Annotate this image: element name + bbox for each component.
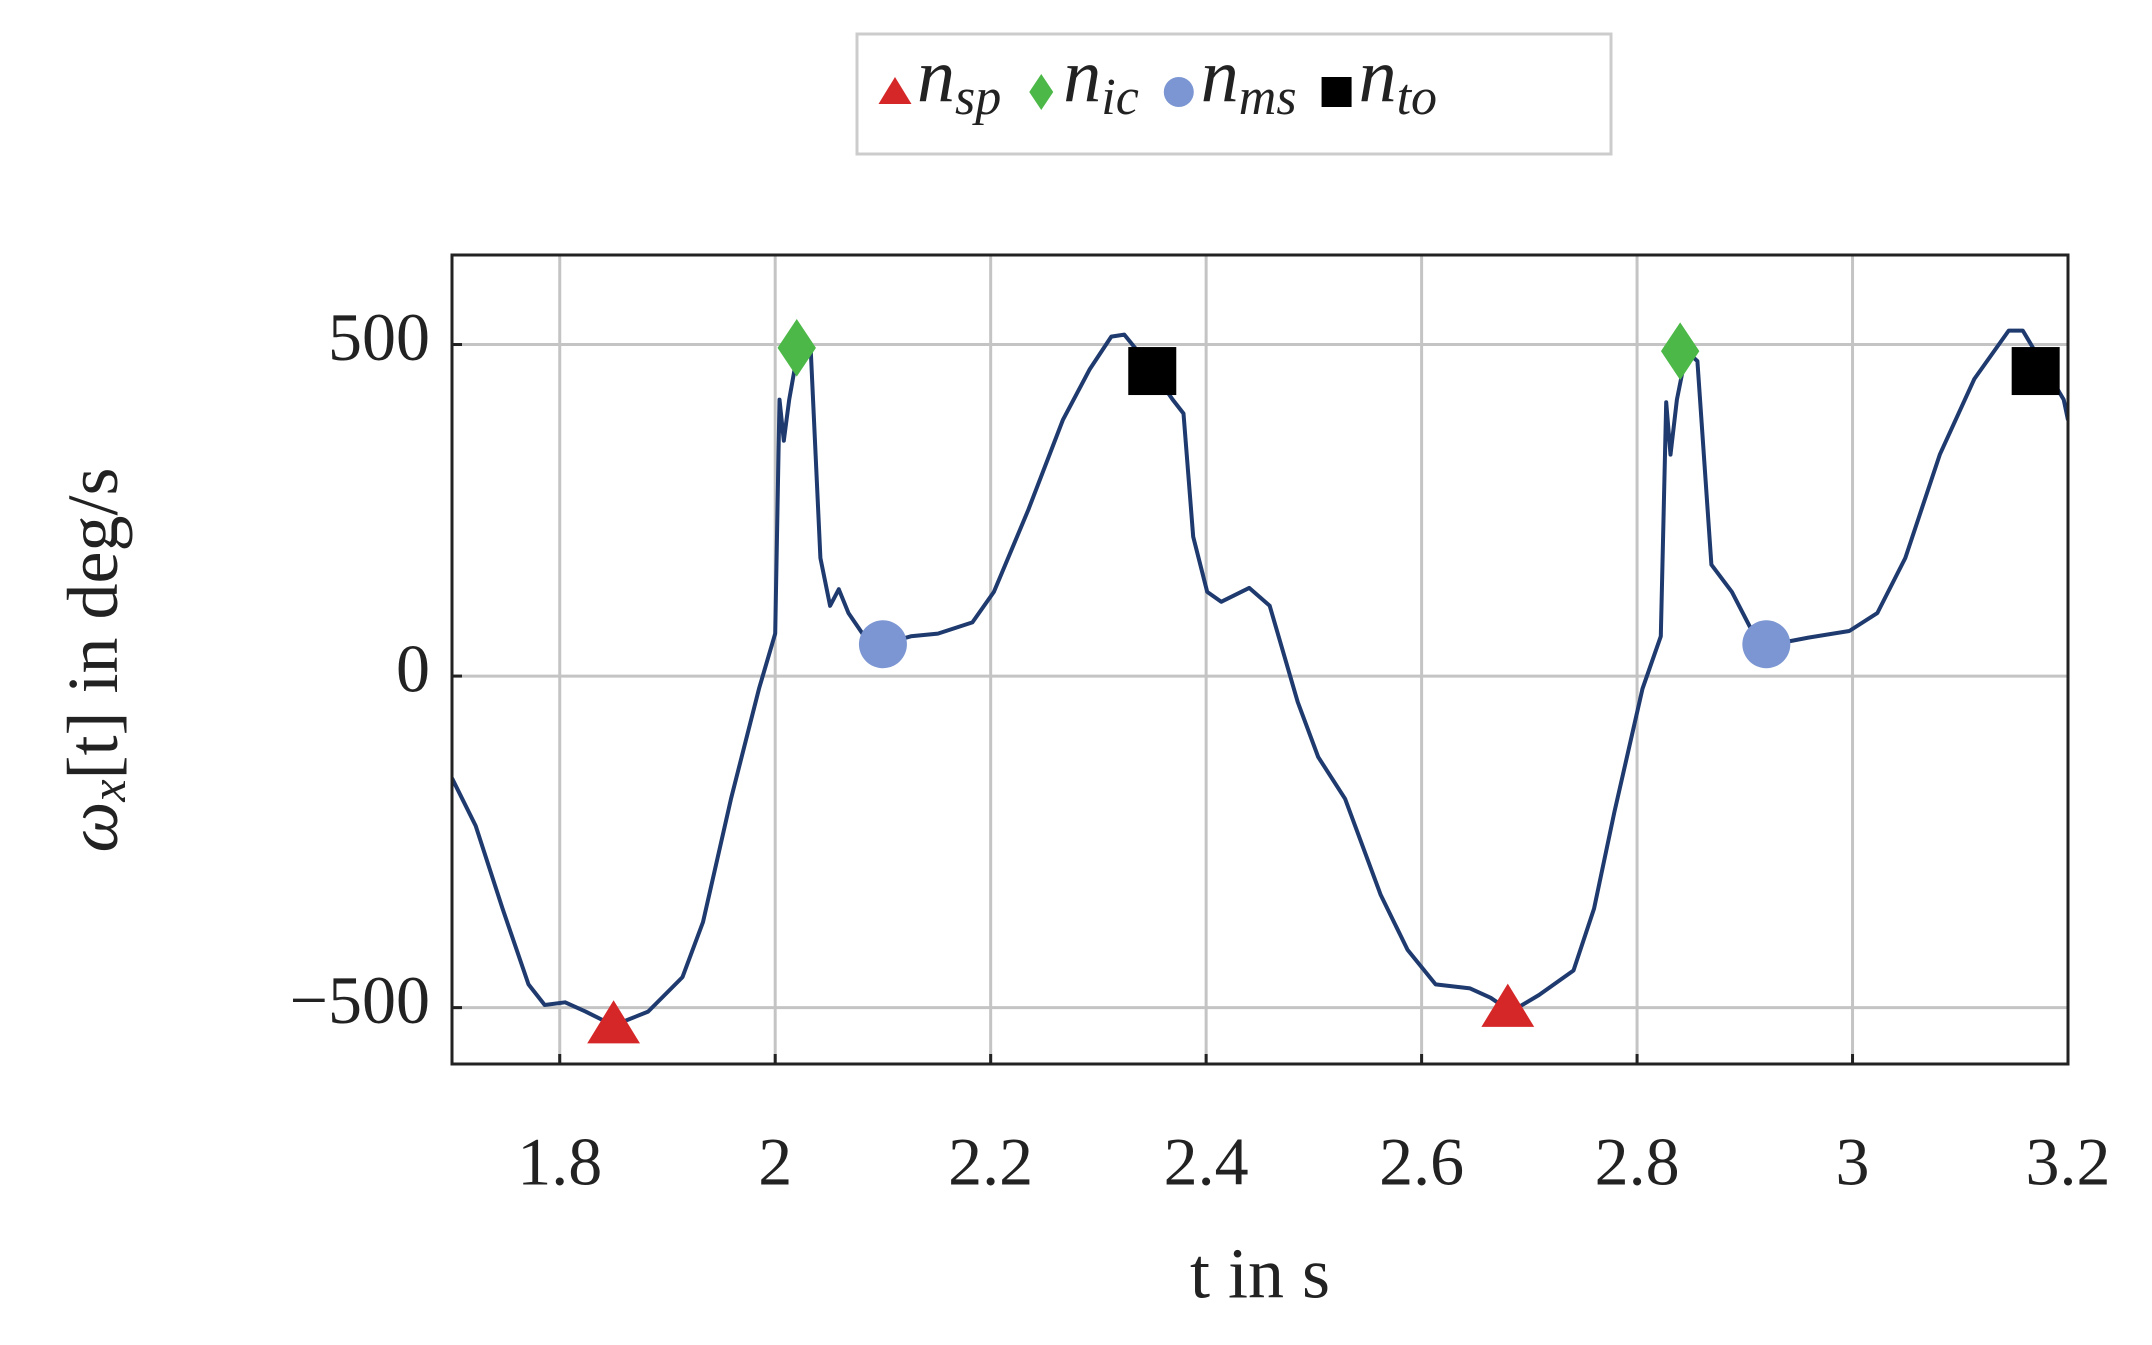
plot-area (452, 319, 2068, 1044)
legend-subscript: ic (1101, 69, 1139, 126)
x-tick-label: 2.8 (1595, 1124, 1680, 1200)
legend-label: nms (1201, 34, 1297, 126)
diamond-marker (1660, 322, 1700, 380)
data-line (452, 328, 2068, 1028)
legend-name: n (1201, 34, 1239, 118)
circle-marker (1163, 77, 1194, 107)
plot-frame (450, 253, 2070, 1066)
circle-marker (1742, 620, 1791, 669)
legend-name: n (1359, 34, 1397, 118)
triangle-marker (1481, 983, 1535, 1027)
legend-label: nsp (917, 34, 1001, 126)
x-tick-label: 2.6 (1379, 1124, 1464, 1200)
square-marker (1128, 347, 1177, 396)
y-label-subscript: x (80, 779, 136, 802)
x-tick-label: 2.4 (1164, 1124, 1249, 1200)
y-tick-label: 500 (328, 299, 430, 375)
y-label-symbol: ω (53, 802, 133, 853)
x-tick-label: 3.2 (2026, 1124, 2111, 1200)
ticks: 1.8 2 2.2 2.4 2.6 2.8 3 3.2 −500 0 500 (290, 299, 2111, 1199)
y-axis-label: ωx[t] in deg/s (53, 468, 137, 853)
y-tick-label: 0 (396, 631, 430, 707)
y-label-rest: [t] in deg/s (53, 468, 133, 780)
diamond-marker (1029, 74, 1054, 110)
legend-subscript: sp (955, 69, 1001, 126)
legend-subscript: to (1397, 69, 1437, 126)
legend-name: n (1063, 34, 1101, 118)
triangle-marker (587, 1000, 640, 1044)
x-tick-label: 2 (758, 1124, 792, 1200)
x-tick-label: 2.2 (948, 1124, 1033, 1200)
legend-box (855, 32, 1613, 156)
legend-subscript: ms (1239, 69, 1297, 126)
legend-name: n (917, 34, 955, 118)
legend-label: nto (1359, 34, 1437, 126)
grid (452, 255, 2070, 1064)
square-marker (2011, 347, 2060, 396)
x-tick-label: 1.8 (517, 1124, 602, 1200)
diamond-marker (777, 319, 816, 377)
x-axis-label: t in s (1190, 1234, 1330, 1314)
legend-label: nic (1063, 34, 1139, 126)
square-marker (1321, 77, 1352, 107)
circle-marker (858, 620, 907, 669)
y-tick-label: −500 (290, 962, 430, 1038)
legend: nsp nic nms nto (878, 34, 1437, 126)
x-tick-label: 3 (1836, 1124, 1870, 1200)
triangle-marker (878, 77, 912, 104)
